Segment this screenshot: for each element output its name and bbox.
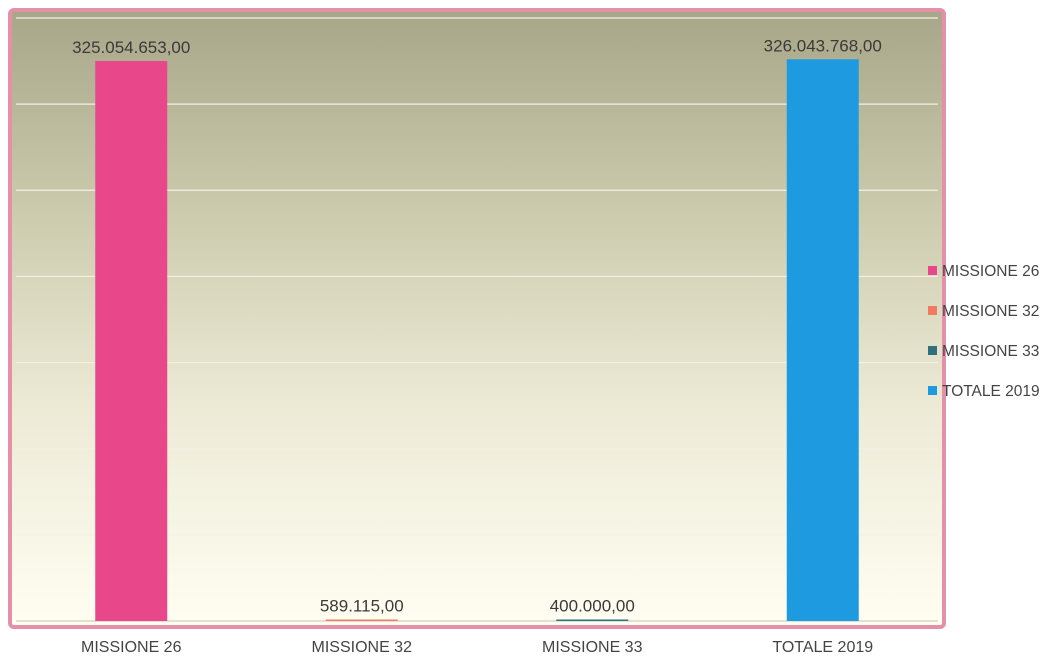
legend-label: MISSIONE 33 bbox=[942, 343, 1039, 360]
data-label: 325.054.653,00 bbox=[72, 38, 190, 57]
data-labels: 325.054.653,00 589.115,00 400.000,00 326.04… bbox=[72, 36, 882, 615]
data-label: 589.115,00 bbox=[320, 597, 404, 616]
gridlines bbox=[16, 17, 938, 622]
x-tick-label: TOTALE 2019 bbox=[772, 639, 873, 656]
x-tick-label: MISSIONE 26 bbox=[81, 639, 182, 656]
bar-missione-33 bbox=[556, 619, 629, 621]
bar-missione-32 bbox=[325, 619, 398, 621]
legend-label: TOTALE 2019 bbox=[942, 383, 1040, 400]
legend-swatch bbox=[928, 266, 937, 275]
bar-missione-26 bbox=[95, 60, 168, 621]
legend-swatch bbox=[928, 306, 937, 315]
legend-label: MISSIONE 32 bbox=[942, 303, 1039, 320]
x-tick-label: MISSIONE 32 bbox=[312, 639, 413, 656]
bar-totale-2019 bbox=[786, 59, 859, 621]
x-tick-label: MISSIONE 33 bbox=[542, 639, 643, 656]
legend-swatch bbox=[928, 346, 937, 355]
data-label: 326.043.768,00 bbox=[764, 36, 882, 55]
x-axis-tick-labels: MISSIONE 26 MISSIONE 32 MISSIONE 33 TOTALE … bbox=[81, 639, 873, 656]
legend-label: MISSIONE 26 bbox=[942, 263, 1039, 280]
bars bbox=[95, 59, 859, 621]
plot-area-frame bbox=[8, 8, 946, 629]
data-label: 400.000,00 bbox=[550, 597, 635, 616]
legend-swatch bbox=[928, 386, 937, 395]
legend: MISSIONE 26 MISSIONE 32 MISSIONE 33 TOTALE … bbox=[928, 263, 1040, 400]
